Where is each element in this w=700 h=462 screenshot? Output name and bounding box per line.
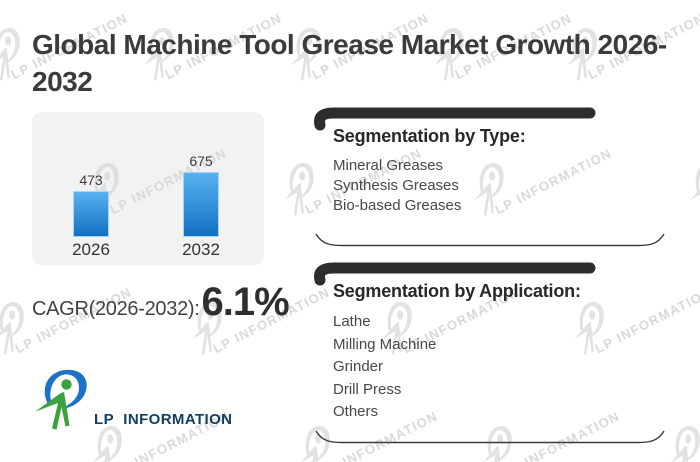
cagr-value: 6.1% (201, 280, 290, 324)
bar-chart: 473 2026 675 2032 (32, 112, 264, 265)
segmentation-by-type-list: Mineral Greases Synthesis Greases Bio-ba… (312, 156, 668, 216)
segmentation-by-application-panel: Segmentation by Application: Lathe Milli… (312, 258, 668, 454)
lp-information-logo: LP INFORMATION (28, 362, 248, 442)
bar-value-label: 473 (79, 172, 103, 188)
page-title: Global Machine Tool Grease Market Growth… (32, 26, 692, 100)
segmentation-by-application-heading: Segmentation by Application: (333, 281, 581, 301)
type-item: Synthesis Greases (333, 177, 459, 194)
bar-2026 (73, 191, 109, 237)
application-item: Milling Machine (333, 335, 437, 353)
application-item: Lathe (333, 313, 371, 330)
bar-value-label: 675 (189, 153, 213, 169)
chart-card-background (32, 112, 264, 265)
application-item: Grinder (333, 358, 384, 375)
type-item: Mineral Greases (333, 157, 444, 174)
lp-logo-text: LP INFORMATION (94, 411, 233, 428)
page-title-line2: 2032 (32, 66, 93, 97)
segmentation-by-application-list: Lathe Milling Machine Grinder Drill Pres… (312, 311, 668, 424)
page-title-line1: Global Machine Tool Grease Market Growth… (32, 29, 667, 60)
panel-top-accent-bar (314, 107, 596, 131)
panel-bottom-border (315, 233, 665, 247)
application-item: Others (333, 403, 379, 420)
type-item: Bio-based Greases (333, 197, 462, 214)
bar-category-label: 2026 (72, 240, 110, 259)
bar-group-2032: 675 2032 (173, 153, 229, 260)
bar-group-2026: 473 2026 (63, 172, 119, 260)
cagr-label: CAGR(2026-2032): (32, 298, 200, 320)
lp-logo-icon (28, 363, 94, 433)
application-item: Drill Press (333, 380, 402, 398)
panel-bottom-border (315, 430, 665, 444)
bar-2032 (183, 172, 219, 237)
bar-category-label: 2032 (182, 240, 220, 259)
segmentation-by-type-heading: Segmentation by Type: (333, 126, 526, 146)
panel-top-accent-bar (314, 262, 596, 286)
segmentation-by-type-panel: Segmentation by Type: Mineral Greases Sy… (312, 103, 668, 255)
cagr-row: CAGR(2026-2032): 6.1% (32, 280, 290, 325)
